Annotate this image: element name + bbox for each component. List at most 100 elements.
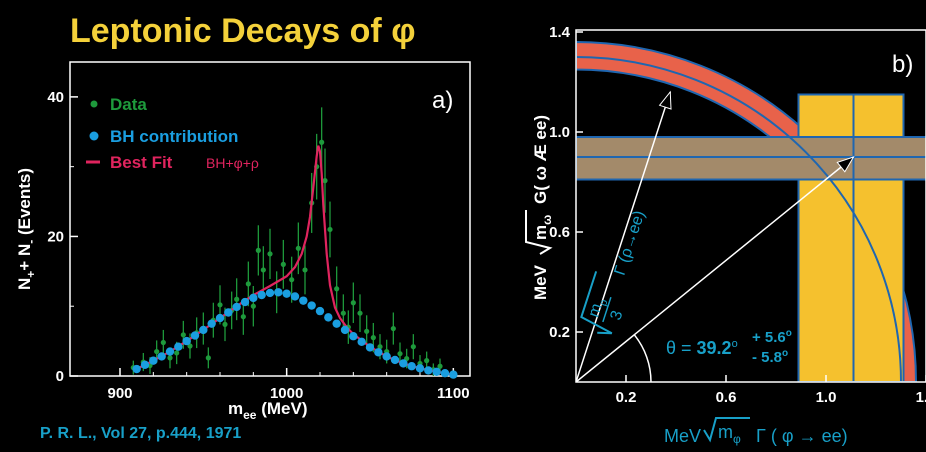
panel-b-ylabel-sqrt [525,210,553,255]
panel-a-xlabel: mee (MeV) [228,399,307,422]
bh-point [290,292,300,301]
bh-point [440,369,450,378]
legend-fit-label: Best Fit [110,153,173,172]
data-point [260,267,266,273]
data-point [334,286,340,292]
bh-point [165,347,175,356]
bh-point [407,362,416,371]
x-tick-label: 0.6 [716,389,737,406]
panel-b-ylabel: MeV mω G( ω Æ ee) [525,115,554,300]
citation: P. R. L., Vol 27, p.444, 1971 [40,425,241,442]
bh-point [257,290,266,300]
data-point [167,355,173,361]
data-point [289,277,295,283]
angle-theta-arc [633,334,652,382]
panel-b-xlabel: MeV mφ Γ ( φ → ee) [664,417,848,446]
bh-point [224,308,233,317]
data-point [280,261,286,267]
ray-to-annulus [576,91,671,382]
x-tick-label: 1000 [270,385,303,402]
bh-point [340,325,350,335]
bh-point [365,343,375,352]
bh-point [199,325,208,335]
panel-b-ylabel-width: G( ω Æ ee) [531,115,550,204]
bh-point [307,301,316,310]
panel-b-label: b) [892,51,913,78]
panel-a-ticks: 900 1000 1100 0 20 40 [47,89,469,402]
bh-point [190,331,200,340]
panel-b-xlabel-mass: mφ [718,422,741,446]
data-point [160,339,166,346]
diagonal-sqrt-sign [580,271,613,335]
y-tick-label: 0.2 [549,324,570,341]
bh-point [382,352,391,361]
legend-bh-label: BH contribution [110,127,238,146]
data-point [340,310,346,316]
panel-b-ylabel-unit: MeV [531,264,550,300]
x-tick-label: 900 [107,385,132,402]
data-point [322,178,328,184]
bh-point [332,319,341,328]
bh-point [399,359,408,368]
data-point [410,344,416,350]
arrowhead-annulus [658,90,672,110]
figure-title: Leptonic Decays of φ [70,12,416,50]
panel-a-marks [130,107,458,379]
panel-b-frame [575,29,926,383]
diagonal-frac-num: mρ [585,296,610,321]
panel-a-frame [69,61,471,377]
panel-b-xlabel-width: Γ ( φ → ee) [756,426,848,446]
data-point [255,247,261,253]
data-point [397,351,403,357]
data-point [319,139,325,145]
bh-point [265,288,275,298]
bh-point [432,367,441,377]
theta-label: θ = 39.2o [666,338,738,358]
data-point [364,328,370,334]
panel-a-ylabel: N++ N- (Events) [15,168,38,290]
data-point [390,325,396,332]
legend-fit-extra: BH+φ+ρ [206,155,259,171]
data-point [154,348,160,355]
bh-point [157,352,166,361]
diagonal-gamma-rho-label: mρ 3 Γ (ρ→ee) [580,209,648,335]
bh-point [282,289,291,298]
bh-point [357,337,366,347]
bh-point [390,355,400,365]
panel-a-legend: Data BH contribution Best Fit BH+φ+ρ [86,95,259,172]
bh-point [149,356,158,365]
legend-data-marker [90,100,98,108]
bh-point [174,342,183,351]
data-point [295,245,301,251]
ray-to-intersection [576,156,854,382]
y-tick-label: 1.4 [549,24,571,41]
data-point [267,251,273,257]
bh-point [424,366,433,375]
bh-point [415,364,425,373]
data-point [245,281,251,287]
annulus-center-arc [576,56,902,382]
bh-point [140,360,150,370]
legend-data-label: Data [110,95,147,114]
panel-b-xlabel-unit: MeV [664,426,701,446]
bh-point [132,364,141,374]
x-tick-label: 1100 [437,385,470,402]
bh-point [240,297,250,307]
bh-point [207,319,216,328]
arrowhead-intersection [836,156,855,173]
y-tick-label: 40 [47,89,64,106]
diagonal-frac-den: 3 [608,309,627,323]
data-point [240,314,246,320]
panel-b-xlabel-sqrt [703,417,750,443]
data-point [222,321,228,327]
theta-minus-error: - 5.8o [752,348,788,366]
x-tick-label: 1.4 [916,389,926,406]
data-point [377,344,383,350]
legend-bh-marker [89,131,99,141]
data-point [174,350,180,356]
bh-point [215,313,225,323]
bh-point [249,293,258,303]
panel-b-ylabel-mass: mω [531,215,554,240]
bh-point [324,313,333,322]
